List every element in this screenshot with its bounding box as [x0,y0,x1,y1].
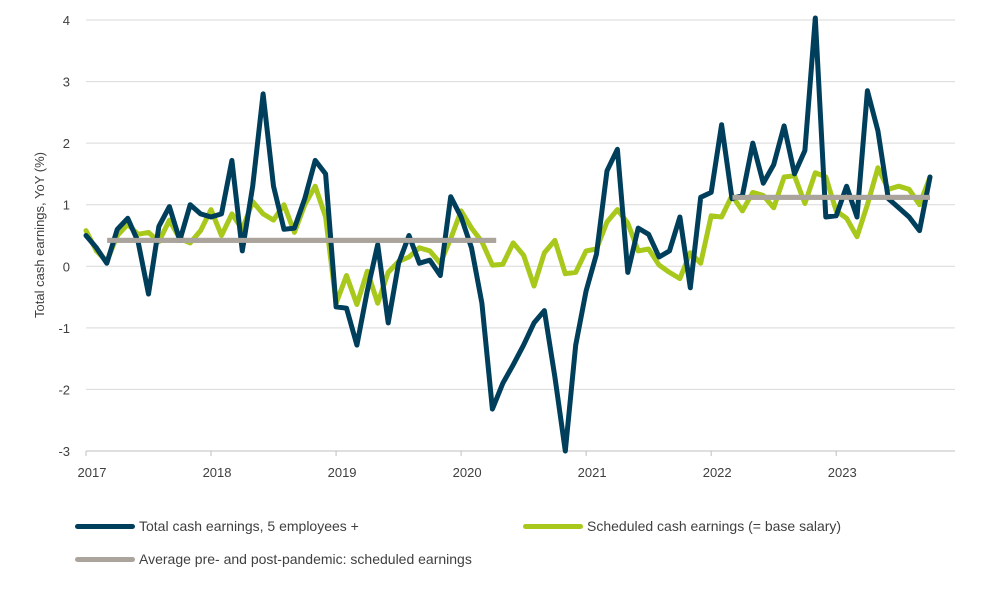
legend-swatch-average [75,556,135,562]
y-tick-label: 2 [63,136,70,151]
y-tick-labels: 4 3 2 1 0 -1 -2 -3 [58,13,70,459]
legend-label-scheduled: Scheduled cash earnings (= base salary) [587,518,842,534]
x-tick-label: 2021 [578,465,607,480]
legend-item-scheduled: Scheduled cash earnings (= base salary) [523,518,841,534]
x-tick-label: 2019 [328,465,357,480]
legend-label-average: Average pre- and post-pandemic: schedule… [139,551,472,567]
legend-item-total-cash: Total cash earnings, 5 employees + [75,518,359,534]
y-tick-label: 4 [63,13,70,28]
y-tick-label: -2 [58,382,70,397]
gridlines [86,19,955,452]
legend-swatch-total-cash [75,523,135,529]
x-tick-labels: 2017 2018 2019 2020 2021 2022 2023 [78,451,857,480]
y-tick-label: 1 [63,198,70,213]
x-tick-label: 2017 [78,465,107,480]
y-tick-label: -3 [58,444,70,459]
series-line-total-cash [83,15,933,454]
x-tick-label: 2023 [828,465,857,480]
x-tick-label: 2020 [453,465,482,480]
x-tick-label: 2022 [703,465,732,480]
y-tick-label: 0 [63,259,70,274]
x-tick-label: 2018 [203,465,232,480]
series-lines [83,15,933,454]
legend-swatch-scheduled [523,523,583,529]
legend-item-average: Average pre- and post-pandemic: schedule… [75,551,472,567]
y-tick-label: 3 [63,75,70,90]
y-tick-label: -1 [58,321,70,336]
y-axis-label: Total cash earnings, YoY (%) [32,152,47,318]
series-line-scheduled [83,165,933,307]
legend-label-total-cash: Total cash earnings, 5 employees + [139,518,359,534]
